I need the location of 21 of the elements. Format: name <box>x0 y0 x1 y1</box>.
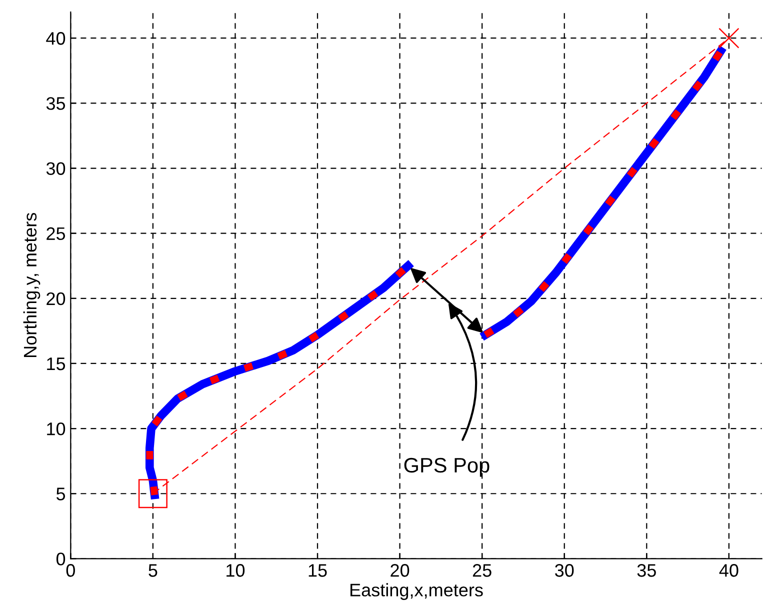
x-tick-label: 35 <box>637 564 656 577</box>
x-tick-label: 15 <box>308 564 327 577</box>
y-tick-label: 35 <box>46 97 66 110</box>
x-tick-label: 20 <box>390 564 410 577</box>
y-tick-label: 20 <box>46 292 66 306</box>
x-tick-label: 25 <box>472 564 492 577</box>
y-tick-label: 0 <box>56 552 66 566</box>
x-tick-label: 30 <box>555 564 574 577</box>
y-tick-label: 15 <box>47 358 66 370</box>
y-tick-label: 5 <box>56 488 66 500</box>
x-tick-label: 5 <box>148 564 158 577</box>
x-tick-label: 0 <box>66 564 75 577</box>
y-tick-label: 25 <box>46 227 66 240</box>
x-tick-label: 10 <box>226 564 245 577</box>
y-tick-label: 10 <box>47 422 66 436</box>
y-tick-label: 30 <box>46 162 66 175</box>
y-axis-title: Northing,y, meters <box>23 212 40 357</box>
annotation: GPS Pop <box>404 458 490 477</box>
x-tick-label: 40 <box>719 564 738 577</box>
y-tick-label: 40 <box>46 32 66 45</box>
x-axis-title: Easting,x,meters <box>350 583 483 600</box>
